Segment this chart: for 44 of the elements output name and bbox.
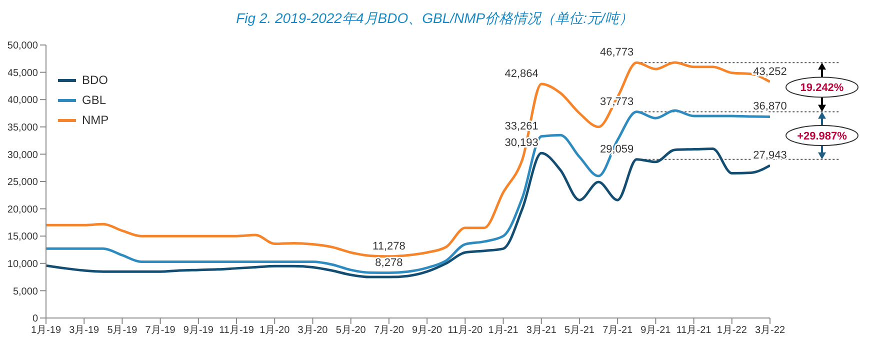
data-label: 11,278 — [372, 240, 406, 252]
x-tick-label: 5月-20 — [336, 325, 366, 336]
y-tick-label: 10,000 — [7, 258, 38, 270]
y-tick-label: 0 — [32, 314, 38, 325]
chart-title: Fig 2. 2019-2022年4月BDO、GBL/NMP价格情况（单位:元/吨） — [235, 9, 634, 28]
data-label: 42,864 — [504, 68, 538, 80]
x-tick-label: 1月-20 — [260, 325, 290, 336]
x-tick-label: 5月-21 — [564, 325, 595, 336]
y-tick-label: 40,000 — [7, 95, 38, 106]
data-label: 27,943 — [753, 149, 787, 162]
y-tick-label: 20,000 — [7, 204, 38, 216]
text: 19.242% — [800, 82, 844, 94]
x-tick-label: 7月-20 — [374, 325, 404, 336]
y-tick-label: 45,000 — [7, 68, 38, 79]
legend-label: NMP — [82, 112, 109, 129]
x-tick-label: 7月-21 — [602, 325, 634, 336]
x-tick-label: 11月-19 — [219, 325, 254, 336]
x-tick-label: 3月-21 — [526, 325, 557, 336]
x-tick-label: 5月-19 — [107, 325, 138, 336]
y-tick-label: 30,000 — [7, 150, 38, 161]
x-tick-label: 1月-21 — [488, 325, 519, 336]
x-tick-label: 9月-21 — [640, 325, 672, 336]
x-tick-label: 11月-21 — [676, 325, 712, 336]
x-tick-label: 9月-20 — [412, 325, 442, 336]
y-tick-label: 35,000 — [7, 122, 38, 134]
x-tick-label: 11月-20 — [448, 325, 484, 336]
x-tick-label: 3月-22 — [754, 325, 786, 336]
legend-label: BDO — [82, 72, 108, 89]
y-tick-label: 15,000 — [7, 232, 38, 243]
x-tick-label: 7月-19 — [145, 325, 176, 336]
data-label: 43,252 — [753, 66, 787, 78]
data-label: 8,278 — [375, 256, 403, 269]
data-label: 36,870 — [753, 100, 787, 113]
data-label: 46,773 — [600, 46, 634, 59]
x-tick-label: 3月-20 — [298, 325, 328, 336]
legend-label: GBL — [82, 92, 106, 109]
text: +29.987% — [797, 130, 848, 143]
x-tick-label: 1月-19 — [30, 325, 62, 336]
y-tick-label: 5,000 — [12, 286, 38, 298]
y-tick-label: 50,000 — [7, 40, 38, 52]
x-tick-label: 9月-19 — [183, 325, 214, 336]
y-tick-label: 25,000 — [7, 177, 38, 188]
x-tick-label: 1月-22 — [716, 325, 748, 336]
x-tick-label: 3月-19 — [69, 325, 100, 336]
